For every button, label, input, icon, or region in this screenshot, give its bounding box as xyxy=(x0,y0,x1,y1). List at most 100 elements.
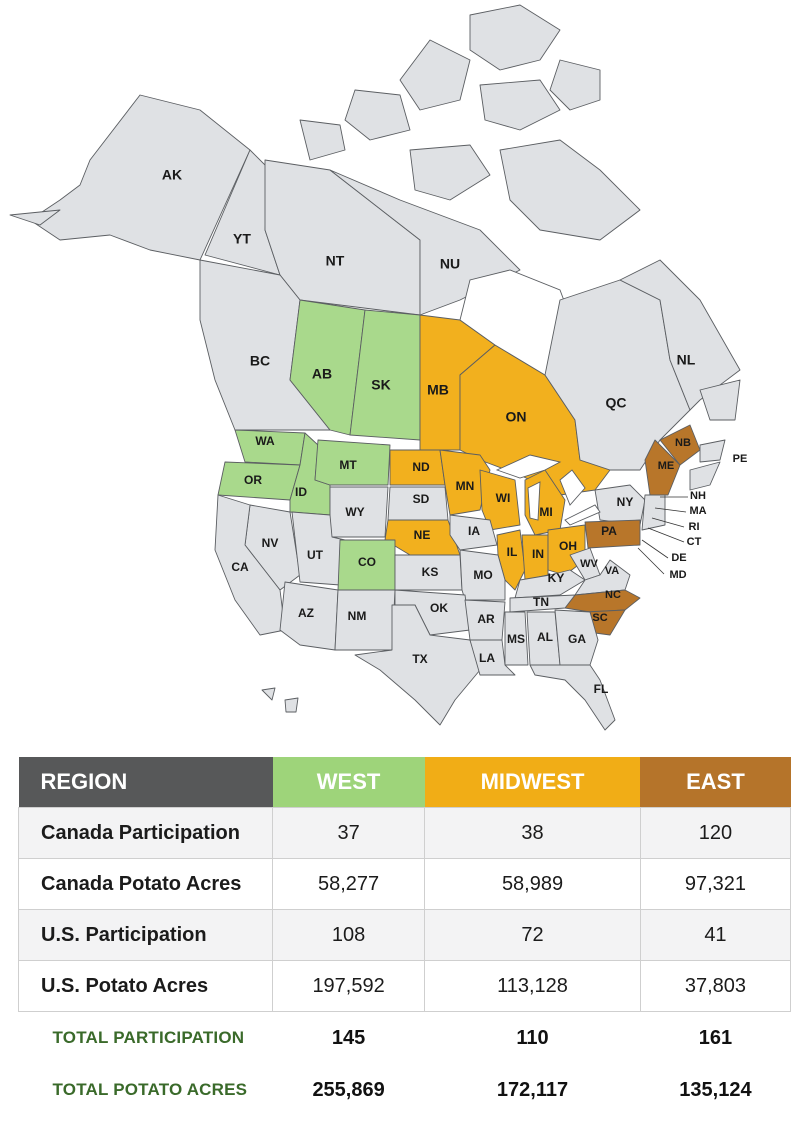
label-yt: YT xyxy=(233,231,251,247)
region-MN xyxy=(439,449,491,516)
label-in: IN xyxy=(532,547,544,561)
cell-midwest: 58,989 xyxy=(424,858,641,910)
region-MO xyxy=(459,549,506,601)
label-ga: GA xyxy=(568,632,586,646)
label-md: MD xyxy=(669,569,686,581)
region-NL xyxy=(619,259,741,411)
label-wy: WY xyxy=(345,505,364,519)
label-nh: NH xyxy=(690,490,706,502)
cell-midwest: 72 xyxy=(424,909,641,961)
total-row: TOTAL PARTICIPATION 145 110 161 xyxy=(19,1012,791,1065)
label-wa: WA xyxy=(255,434,275,448)
total-label: TOTAL POTATO ACRES xyxy=(52,1080,248,1099)
label-sd: SD xyxy=(413,492,430,506)
total-east: 135,124 xyxy=(679,1078,752,1101)
region-WI xyxy=(479,469,521,531)
label-me: ME xyxy=(658,460,675,472)
region-NE-states xyxy=(641,494,666,531)
label-ab: AB xyxy=(312,366,332,382)
cell-west: 108 xyxy=(271,909,426,961)
label-ak: AK xyxy=(162,167,182,183)
region-PE xyxy=(699,439,726,463)
region-summary-table: REGION WEST MIDWEST EAST Canada Particip… xyxy=(18,757,792,1116)
row-label: U.S. Participation xyxy=(18,909,273,961)
label-de: DE xyxy=(671,552,686,564)
great-lakes xyxy=(495,454,562,479)
label-nt: NT xyxy=(326,253,345,269)
label-on: ON xyxy=(506,409,527,425)
label-ne: NE xyxy=(414,528,431,542)
label-qc: QC xyxy=(606,395,627,411)
header-west: WEST xyxy=(272,757,425,808)
label-ky: KY xyxy=(548,571,565,585)
label-nm: NM xyxy=(348,609,367,623)
total-midwest: 172,117 xyxy=(496,1078,569,1101)
label-pe: PE xyxy=(733,453,748,465)
cell-west: 37 xyxy=(271,807,426,859)
label-il: IL xyxy=(507,545,518,559)
label-id: ID xyxy=(295,485,307,499)
region-AK xyxy=(29,94,251,261)
label-wi: WI xyxy=(496,491,511,505)
label-mt: MT xyxy=(339,458,357,472)
region-FL xyxy=(529,664,616,731)
label-ar: AR xyxy=(477,612,495,626)
label-ny: NY xyxy=(617,495,634,509)
row-label: Canada Potato Acres xyxy=(18,858,273,910)
label-tn: TN xyxy=(533,595,549,609)
label-ks: KS xyxy=(422,565,439,579)
region-MT xyxy=(314,439,391,486)
label-sc: SC xyxy=(592,612,607,624)
table-row: U.S. Participation 108 72 41 xyxy=(18,909,792,961)
region-PA xyxy=(584,519,641,549)
label-ca: CA xyxy=(231,560,249,574)
region-AZ xyxy=(279,581,339,651)
region-LA xyxy=(469,639,516,676)
total-west: 145 xyxy=(331,1026,366,1049)
label-ma: MA xyxy=(689,505,706,517)
label-or: OR xyxy=(244,473,262,487)
cell-midwest: 113,128 xyxy=(424,960,641,1012)
label-mn: MN xyxy=(456,479,475,493)
region-IA xyxy=(449,514,498,551)
cell-midwest: 38 xyxy=(424,807,641,859)
cell-east: 41 xyxy=(639,909,792,961)
region-TN xyxy=(509,594,576,613)
cell-east: 120 xyxy=(639,807,792,859)
label-nv: NV xyxy=(262,536,279,550)
label-fl: FL xyxy=(594,682,609,696)
label-tx: TX xyxy=(412,652,427,666)
label-ct: CT xyxy=(687,536,702,548)
label-ok: OK xyxy=(430,601,448,615)
label-la: LA xyxy=(479,651,495,665)
label-mi: MI xyxy=(539,505,552,519)
cell-west: 197,592 xyxy=(271,960,426,1012)
region-QC xyxy=(544,279,691,471)
table-header-row: REGION WEST MIDWEST EAST xyxy=(18,757,791,808)
region-AB xyxy=(289,299,366,436)
label-al: AL xyxy=(537,630,553,644)
label-oh: OH xyxy=(559,539,577,553)
total-west: 255,869 xyxy=(312,1078,385,1101)
cell-east: 97,321 xyxy=(639,858,792,910)
label-nu: NU xyxy=(440,256,460,272)
label-ri: RI xyxy=(689,521,700,533)
label-wv: WV xyxy=(580,558,598,570)
header-east: EAST xyxy=(640,757,791,808)
label-ut: UT xyxy=(307,548,324,562)
arctic-islands xyxy=(299,4,641,241)
total-row: TOTAL POTATO ACRES 255,869 172,117 135,1… xyxy=(19,1064,791,1116)
table-row: Canada Potato Acres 58,277 58,989 97,321 xyxy=(18,858,792,910)
label-az: AZ xyxy=(298,606,314,620)
table-row: U.S. Potato Acres 197,592 113,128 37,803 xyxy=(18,960,792,1012)
region-MS xyxy=(504,611,529,666)
north-america-map: AK YT NT NU BC AB SK MB ON QC NL NB PE ME WA OR ID MT WY ND… xyxy=(9,4,748,731)
label-ia: IA xyxy=(468,524,480,538)
label-mb: MB xyxy=(427,382,449,398)
label-va: VA xyxy=(605,565,620,577)
label-nc: NC xyxy=(605,589,621,601)
region-GA xyxy=(554,609,599,666)
label-mo: MO xyxy=(473,568,492,582)
header-midwest: MIDWEST xyxy=(424,757,641,808)
region-TX xyxy=(354,604,481,726)
